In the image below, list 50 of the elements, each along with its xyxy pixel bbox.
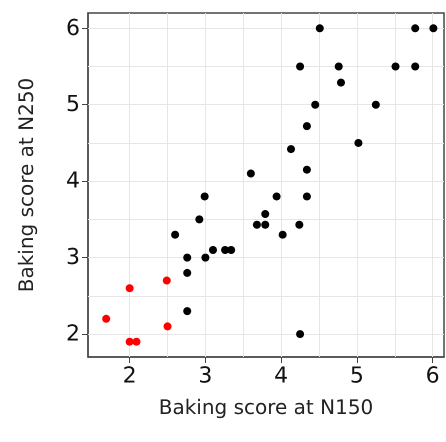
point: [252, 220, 261, 229]
point: [126, 338, 134, 346]
y-axis-title: Baking score at N250: [14, 78, 38, 292]
point: [102, 314, 110, 323]
x-tick-label: 5: [350, 364, 364, 388]
point: [126, 284, 134, 292]
y-tick-label: 2: [66, 322, 80, 347]
point: [334, 62, 343, 71]
point: [295, 220, 304, 229]
point: [171, 230, 180, 239]
point: [201, 254, 210, 262]
point: [302, 166, 311, 174]
point: [429, 24, 438, 32]
point: [316, 24, 324, 32]
point: [272, 192, 281, 200]
point: [411, 62, 420, 71]
y-tick-label: 5: [66, 92, 80, 118]
point: [336, 78, 345, 87]
point: [200, 192, 209, 200]
point: [411, 24, 420, 32]
y-tick-label: 3: [66, 245, 80, 270]
point: [208, 246, 217, 254]
point: [132, 338, 140, 346]
x-tick-label: 6: [426, 364, 440, 388]
point: [278, 230, 287, 239]
point: [287, 145, 295, 154]
x-tick-label: 3: [198, 364, 212, 388]
point: [302, 192, 311, 200]
point: [195, 215, 204, 224]
point: [261, 220, 270, 229]
point: [296, 62, 304, 71]
y-tick-label: 4: [66, 168, 80, 194]
point: [246, 170, 255, 178]
point: [261, 210, 270, 218]
point: [183, 307, 192, 316]
point: [227, 246, 236, 254]
x-tick-label: 2: [122, 364, 137, 388]
point: [392, 62, 400, 71]
point: [183, 254, 192, 262]
x-tick-label: 4: [274, 364, 288, 388]
point: [302, 122, 311, 130]
point: [311, 100, 320, 109]
x-axis-title: Baking score at N150: [158, 395, 374, 419]
point: [354, 138, 362, 147]
point: [183, 268, 192, 277]
point: [372, 100, 380, 109]
point: [296, 330, 304, 338]
point: [162, 276, 171, 285]
y-tick-label: 6: [66, 16, 80, 41]
point: [164, 322, 172, 330]
